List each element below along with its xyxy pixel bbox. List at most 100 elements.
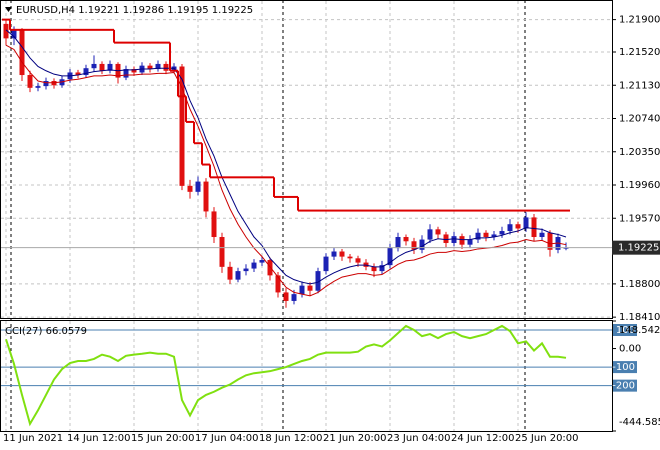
candle-body	[251, 262, 257, 269]
last-price-label: 1.19225	[618, 243, 659, 254]
candle-body	[355, 258, 361, 263]
candle-body	[347, 256, 353, 259]
y-tick-label: 1.19570	[619, 213, 660, 224]
candle-body	[371, 266, 377, 272]
candle-body	[339, 251, 345, 257]
candle-body	[499, 231, 505, 235]
candle-body	[387, 248, 393, 266]
cci-frame	[0, 320, 613, 432]
candle-body	[395, 237, 401, 249]
candle-body	[27, 75, 33, 88]
candle-body	[147, 65, 153, 70]
candle-body	[275, 275, 281, 293]
x-tick-label: 23 Jun 04:00	[387, 433, 451, 444]
candle-body	[163, 63, 169, 71]
candle-body	[187, 185, 193, 192]
candle-body	[235, 271, 241, 280]
candle-body	[195, 181, 201, 192]
candle-body	[131, 69, 137, 73]
candle-body	[419, 239, 425, 250]
candle-body	[243, 268, 249, 272]
candle-body	[443, 234, 449, 243]
candle-body	[83, 68, 89, 76]
candle-body	[43, 80, 49, 87]
candle-body	[179, 66, 185, 186]
x-tick-label: 17 Jun 04:00	[195, 433, 259, 444]
level-label: -100	[612, 362, 635, 373]
candle-body	[507, 224, 513, 232]
x-tick-label: 24 Jun 12:00	[451, 433, 515, 444]
candle-body	[291, 294, 297, 301]
moving-average	[5, 44, 567, 297]
y-tick-label: 148.542	[619, 325, 660, 336]
candle-body	[515, 224, 521, 229]
candle-body	[75, 72, 81, 76]
candle-body	[259, 260, 265, 263]
candle-body	[475, 232, 481, 240]
x-tick-label: 21 Jun 20:00	[323, 433, 387, 444]
candle-body	[99, 63, 105, 71]
x-tick-label: 25 Jun 20:00	[515, 433, 579, 444]
moving-average	[5, 29, 567, 285]
candle-body	[299, 285, 305, 295]
cci-line	[5, 324, 567, 427]
y-tick-label: -444.5856	[619, 417, 660, 428]
y-tick-label: 1.21520	[619, 47, 660, 58]
candle-body	[155, 63, 161, 70]
candle-body	[307, 285, 313, 291]
candle-body	[3, 23, 9, 39]
candle-body	[403, 237, 409, 242]
x-tick-label: 15 Jun 20:00	[131, 433, 195, 444]
candle-body	[539, 232, 545, 238]
y-tick-label: 1.18410	[619, 312, 660, 323]
level-label: -200	[612, 381, 635, 392]
candle-body	[219, 237, 225, 267]
candle-body	[123, 69, 129, 78]
candle-body	[411, 241, 417, 250]
candle-body	[107, 63, 113, 71]
y-tick-label: 1.18800	[619, 279, 660, 290]
candle-body	[35, 86, 41, 88]
candle-body	[427, 229, 433, 240]
candle-body	[523, 217, 529, 229]
candle-body	[323, 256, 329, 272]
last-price-box	[612, 240, 660, 255]
candle-body	[227, 266, 233, 280]
candle-body	[11, 29, 17, 39]
cci-title: CCI(27) 66.0579	[5, 326, 87, 337]
x-tick-label: 18 Jun 12:00	[259, 433, 323, 444]
level-box	[613, 361, 637, 374]
candle-body	[491, 234, 497, 238]
candle-body	[267, 260, 273, 276]
candle-body	[19, 29, 25, 76]
candle-body	[483, 232, 489, 238]
menu-arrow	[5, 7, 12, 12]
candle-body	[203, 181, 209, 212]
candle-body	[451, 236, 457, 243]
candle-body	[547, 232, 553, 250]
candle-body	[283, 292, 289, 301]
candle-body	[459, 236, 465, 245]
level-box	[613, 379, 637, 392]
candle-body	[467, 239, 473, 245]
y-tick-label: 1.21130	[619, 80, 660, 91]
main-frame	[0, 0, 613, 319]
candle-body	[91, 63, 97, 69]
chart-title: EURUSD,H4 1.19221 1.19286 1.19195 1.1922…	[16, 5, 253, 16]
y-tick-label: 0.00	[619, 344, 641, 355]
x-tick-label: 11 Jun 2021	[3, 433, 63, 444]
candle-body	[379, 265, 385, 272]
y-tick-label: 1.20740	[619, 114, 660, 125]
candle-body	[331, 251, 337, 257]
candle-body	[531, 217, 537, 238]
level-label: 100	[616, 325, 635, 336]
y-tick-label: 1.21900	[619, 15, 660, 26]
candle-body	[315, 271, 321, 291]
plot-layer	[1, 1, 612, 431]
candle-body	[211, 211, 217, 238]
x-tick-label: 14 Jun 12:00	[67, 433, 131, 444]
y-tick-label: 1.20350	[619, 147, 660, 158]
y-tick-label: 1.19960	[619, 180, 660, 191]
